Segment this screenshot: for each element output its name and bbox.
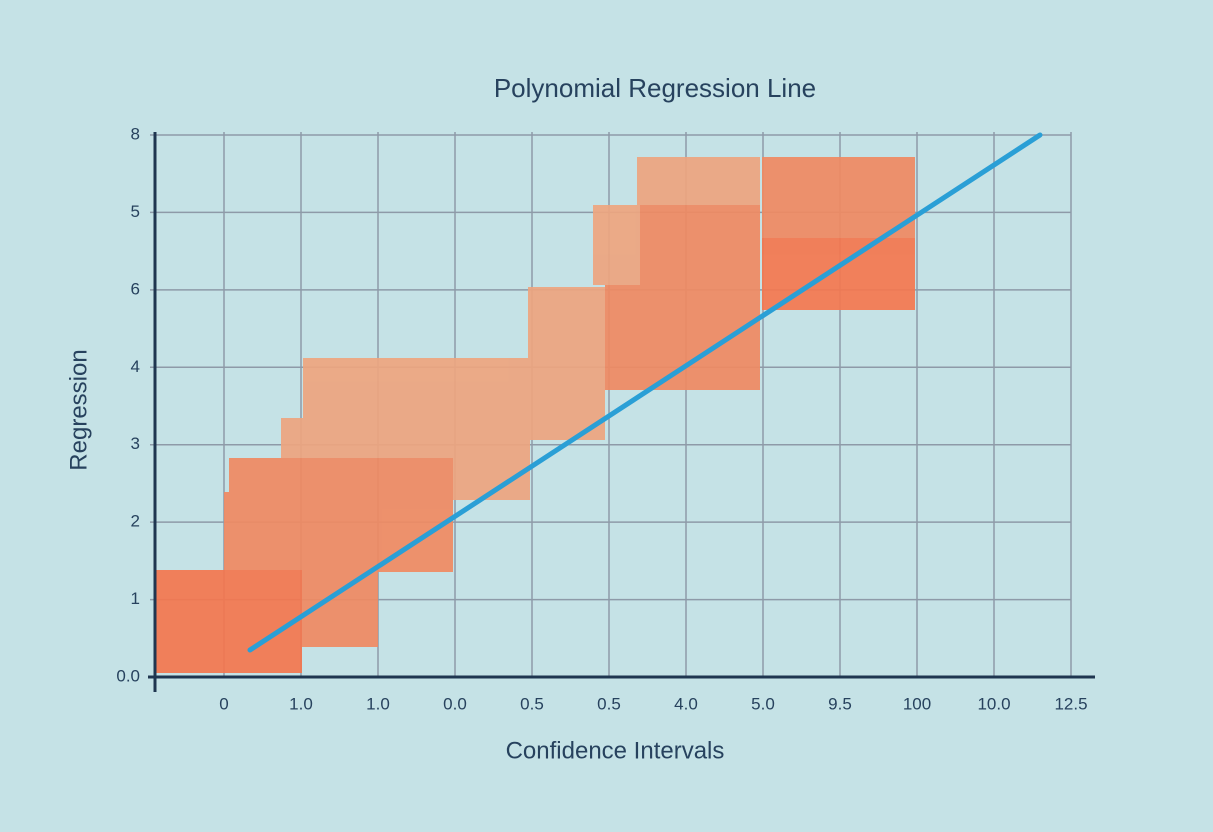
x-tick-label: 0.0 (443, 694, 467, 713)
x-tick-label: 100 (903, 694, 931, 713)
box (528, 287, 605, 440)
x-axis-label: Confidence Intervals (506, 737, 725, 764)
box (155, 570, 302, 673)
x-tick-label: 5.0 (751, 694, 775, 713)
x-tick-label: 0.5 (520, 694, 544, 713)
y-axis-label: Regression (65, 349, 92, 470)
box (762, 157, 915, 240)
x-tick-label: 4.0 (674, 694, 698, 713)
y-tick-label: 6 (131, 279, 140, 298)
y-tick-label: 4 (131, 357, 140, 376)
y-tick-label: 8 (131, 124, 140, 143)
x-tick-label: 9.5 (828, 694, 852, 713)
x-tick-label: 10.0 (977, 694, 1010, 713)
x-tick-label: 0.5 (597, 694, 621, 713)
box (593, 205, 640, 285)
box (605, 285, 760, 390)
y-tick-label: 1 (131, 589, 140, 608)
y-tick-label: 0.0 (116, 666, 140, 685)
x-tick-label: 0 (219, 694, 228, 713)
chart-title: Polynomial Regression Line (494, 73, 816, 103)
y-tick-label: 5 (131, 202, 140, 221)
regression-line (247, 132, 1043, 653)
x-tick-label: 12.5 (1054, 694, 1087, 713)
x-tick-label: 1.0 (289, 694, 313, 713)
y-tick-label: 2 (131, 512, 140, 531)
box (281, 418, 305, 460)
y-tick-label: 3 (131, 434, 140, 453)
x-tick-label: 1.0 (366, 694, 390, 713)
